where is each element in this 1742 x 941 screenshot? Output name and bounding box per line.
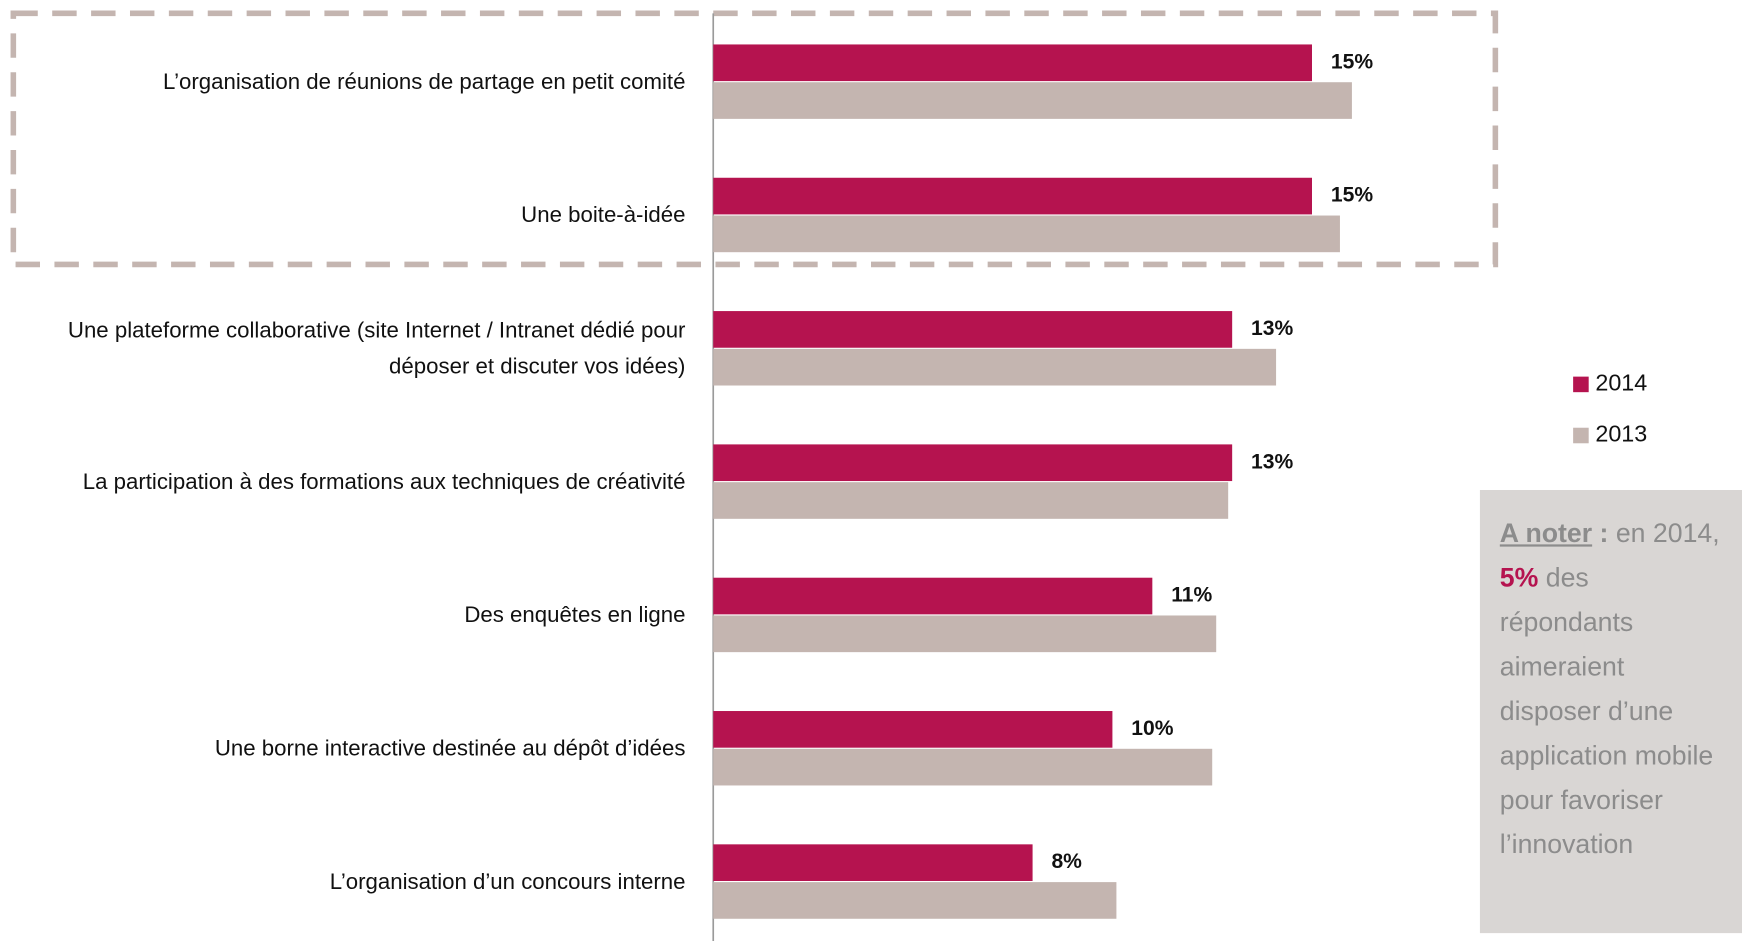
category-label: Des enquêtes en ligne [464,602,686,628]
value-label: 11% [1171,584,1212,607]
note: A noter : en 2014, 5% des répondants aim… [1479,489,1742,934]
bar [713,82,1352,119]
category-label-box: Une boite-à-idée [521,202,686,228]
note-colon: : [1599,518,1609,549]
category-label: Une plateforme collaborative (site Inter… [67,318,686,379]
bar [713,177,1312,215]
category-label: La participation à des formations aux te… [82,469,686,494]
note-highlight: 5% [1499,563,1539,594]
value-label: 15% [1331,50,1373,73]
note-box: A noter : en 2014, 5% des répondants aim… [1479,489,1742,934]
value-label: 13% [1251,450,1293,473]
legend-swatch [1573,427,1589,444]
bar [713,844,1033,882]
category-label: Une boite-à-idée [521,202,686,228]
value-label: 10% [1131,717,1173,740]
legend-label: 2014 [1595,370,1647,396]
legend-label: 2013 [1595,421,1647,447]
bar [713,311,1233,348]
category-label-box: L’organisation d’un concours interne [329,869,686,894]
bar [713,882,1117,919]
legend-swatch [1573,376,1589,393]
bar [713,711,1113,748]
bar [713,482,1229,519]
bar [713,215,1340,253]
value-label: 13% [1251,317,1293,340]
note-text: des répondants aimeraient disposer d’une… [1499,563,1714,860]
bar [713,577,1153,615]
bar [713,348,1277,386]
highlight-box [10,10,1499,268]
note-label: A noter [1499,518,1593,549]
category-label: L’organisation d’un concours interne [329,869,686,894]
bar [713,44,1312,82]
bar [713,615,1217,653]
category-label-box: Une plateforme collaborative (site Inter… [67,318,686,379]
category-label: L’organisation de réunions de partage en… [162,69,686,94]
category-label-box: L’organisation de réunions de partage en… [162,69,686,94]
bar [713,444,1233,482]
category-label: Une borne interactive destinée au dépôt … [214,736,686,761]
note-text: en 2014, [1615,518,1720,549]
category-label-box: Une borne interactive destinée au dépôt … [214,736,686,761]
category-label-box: Des enquêtes en ligne [464,602,686,628]
value-label: 15% [1331,184,1373,207]
value-label: 8% [1051,850,1082,873]
category-label-box: La participation à des formations aux te… [82,469,686,494]
bar [713,748,1213,786]
